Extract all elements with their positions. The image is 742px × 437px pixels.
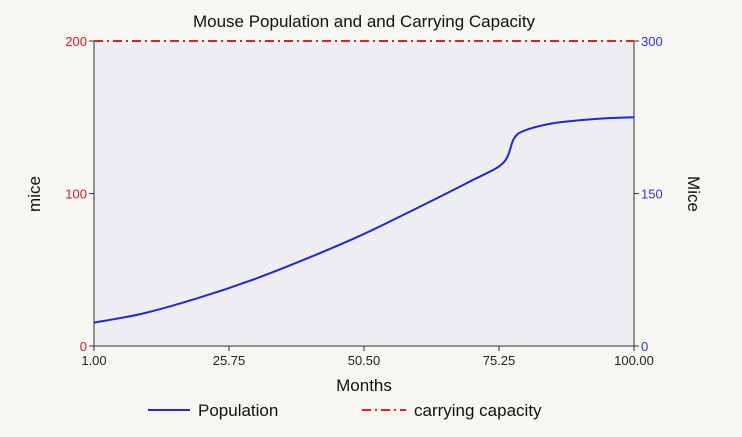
- right-tick-label: 0: [641, 339, 648, 354]
- right-ticks: 0 150 300: [634, 34, 663, 354]
- legend: Population carrying capacity: [148, 401, 542, 420]
- series-layer: [93, 40, 635, 324]
- right-tick-label: 150: [641, 187, 663, 202]
- right-tick-label: 300: [641, 34, 663, 49]
- left-tick-label: 100: [65, 187, 87, 202]
- left-axis-title: mice: [25, 176, 44, 212]
- plot-area: [94, 41, 634, 345]
- left-ticks: 0 100 200: [65, 34, 94, 354]
- x-tick-label: 1.00: [81, 353, 106, 368]
- left-tick-label: 0: [80, 339, 87, 354]
- legend-label-carrying-capacity: carrying capacity: [414, 401, 542, 420]
- right-axis-title: Mice: [684, 176, 703, 212]
- left-tick-label: 200: [65, 34, 87, 49]
- x-ticks: 1.00 25.75 50.50 75.25 100.00: [81, 346, 654, 368]
- x-tick-label: 75.25: [483, 353, 516, 368]
- x-tick-label: 25.75: [213, 353, 246, 368]
- x-axis-title: Months: [336, 376, 392, 395]
- x-tick-label: 50.50: [348, 353, 381, 368]
- x-tick-label: 100.00: [614, 353, 654, 368]
- legend-label-population: Population: [198, 401, 278, 420]
- series-line-population: [93, 116, 635, 324]
- chart-title: Mouse Population and and Carrying Capaci…: [193, 12, 536, 31]
